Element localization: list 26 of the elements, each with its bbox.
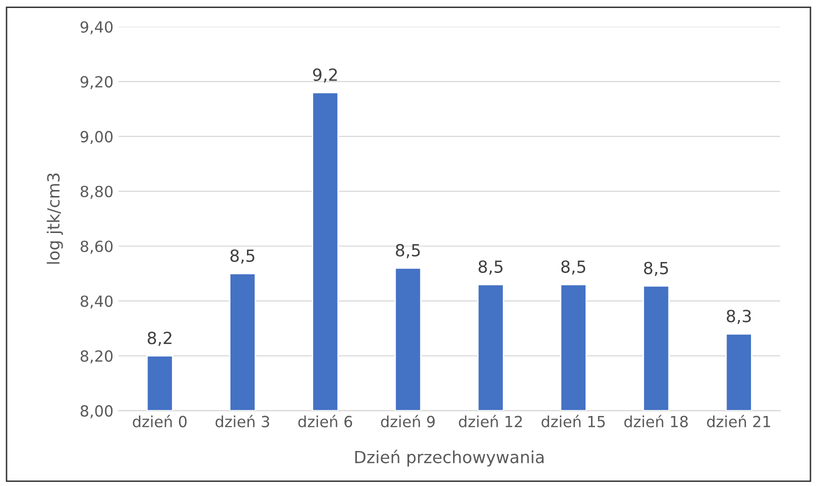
data-label: 9,2 xyxy=(313,68,337,83)
data-label: 8,3 xyxy=(726,310,751,324)
data-label: 8,5 xyxy=(644,262,668,276)
x-tick-label: dzień 9 xyxy=(381,414,435,428)
x-tick-label: dzień 12 xyxy=(458,414,522,428)
data-label: 8,5 xyxy=(396,244,420,258)
x-axis-title: Dzień przechowywania xyxy=(355,450,544,467)
y-tick-label: 9,20 xyxy=(80,76,113,90)
x-tick-label: dzień 6 xyxy=(298,414,352,428)
data-label: 8,2 xyxy=(148,332,172,346)
y-tick-label: 8,80 xyxy=(80,186,113,199)
y-tick-label: 9,00 xyxy=(80,130,113,144)
data-label: 8,5 xyxy=(478,260,503,275)
y-tick-label: 8,00 xyxy=(80,405,113,418)
y-tick-label: 9,40 xyxy=(80,21,113,34)
y-axis-title: log jtk/cm3 xyxy=(46,173,63,264)
y-tick-label: 8,40 xyxy=(80,295,113,309)
data-label: 8,5 xyxy=(230,249,254,264)
data-label: 8,5 xyxy=(561,260,586,275)
x-tick-label: dzień 21 xyxy=(707,414,770,428)
x-tick-label: dzień 15 xyxy=(542,414,605,428)
x-tick-label: dzień 0 xyxy=(132,414,187,428)
y-tick-label: 8,20 xyxy=(80,350,113,364)
x-tick-label: dzień 18 xyxy=(624,414,688,428)
x-tick-label: dzień 3 xyxy=(216,414,270,428)
y-tick-label: 8,60 xyxy=(80,240,113,254)
